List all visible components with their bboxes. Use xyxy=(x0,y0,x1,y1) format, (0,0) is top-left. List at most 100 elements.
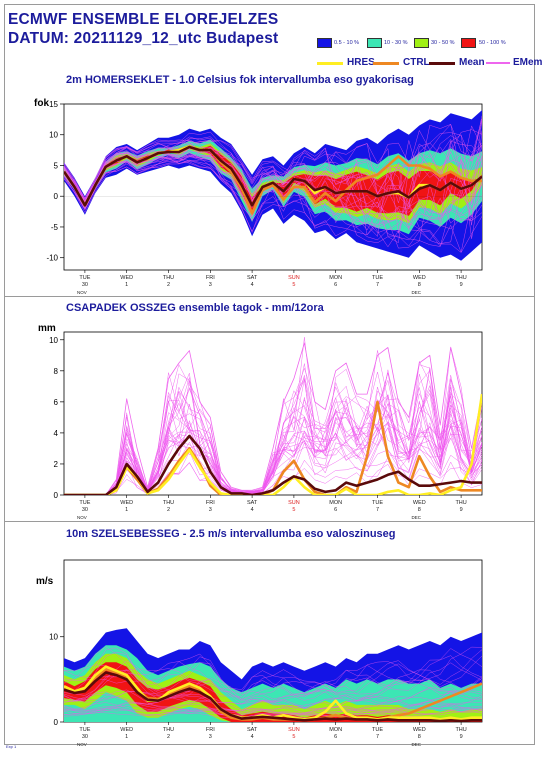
band-50-100- xyxy=(64,145,482,216)
x-date-label: 9 xyxy=(460,734,463,740)
ensemble-member-line xyxy=(64,669,482,704)
page-subtitle: DATUM: 20211129_12_utc Budapest xyxy=(8,30,279,47)
ensemble-member-line xyxy=(64,705,482,716)
ensemble-member-line xyxy=(64,392,482,495)
legend-swatch-range-2 xyxy=(367,38,382,48)
x-date-label: 7 xyxy=(376,734,379,740)
ensemble-member-line xyxy=(64,135,482,234)
x-month-label: DEC xyxy=(412,742,422,747)
x-day-label: TUE xyxy=(372,727,383,733)
temp-panel-title: 2m HOMERSEKLET - 1.0 Celsius fok interva… xyxy=(66,74,414,86)
y-tick-label: 10 xyxy=(49,336,58,345)
ensemble-member-line xyxy=(64,662,482,701)
x-day-label: MON xyxy=(329,500,342,506)
x-day-label: THU xyxy=(163,500,174,506)
ensemble-member-line xyxy=(64,369,482,495)
series-line-mean xyxy=(64,671,482,722)
ensemble-member-line xyxy=(64,703,482,715)
x-day-label: WED xyxy=(120,275,133,281)
legend-line-mean xyxy=(429,62,455,65)
x-date-label: 9 xyxy=(460,507,463,513)
series-line-mean xyxy=(64,145,482,207)
legend-swatch-range-3 xyxy=(414,38,429,48)
ensemble-member-line xyxy=(64,151,482,219)
ensemble-member-line xyxy=(64,386,482,495)
x-date-label: 30 xyxy=(82,507,88,513)
chart-frame xyxy=(4,4,535,745)
x-day-label: THU xyxy=(163,275,174,281)
ensemble-member-line xyxy=(64,121,482,241)
legend-label-range-3: 30 - 50 % xyxy=(431,40,455,46)
ensemble-member-line xyxy=(64,390,482,495)
x-date-label: 6 xyxy=(334,734,337,740)
x-day-label: SUN xyxy=(288,727,300,733)
x-month-label: NOV xyxy=(77,515,87,520)
legend-label-mean: Mean xyxy=(459,57,485,68)
x-date-label: 7 xyxy=(376,507,379,513)
x-day-label: SAT xyxy=(247,727,258,733)
y-tick-label: 15 xyxy=(49,100,58,109)
x-date-label: 6 xyxy=(334,282,337,288)
x-day-label: SUN xyxy=(288,500,300,506)
x-date-label: 3 xyxy=(209,507,212,513)
x-date-label: 5 xyxy=(292,734,295,740)
legend-swatch-range-1 xyxy=(317,38,332,48)
x-date-label: 3 xyxy=(209,282,212,288)
ensemble-member-line xyxy=(64,395,482,495)
x-date-label: 4 xyxy=(251,282,254,288)
x-day-label: TUE xyxy=(79,727,90,733)
x-date-label: 1 xyxy=(125,507,128,513)
ensemble-member-line xyxy=(64,146,482,209)
y-tick-label: -5 xyxy=(51,223,59,232)
ensemble-member-line xyxy=(64,689,482,711)
ensemble-member-line xyxy=(64,669,482,705)
ensemble-member-line xyxy=(64,118,482,249)
x-day-label: WED xyxy=(120,727,133,733)
x-day-label: SUN xyxy=(288,275,300,281)
x-date-label: 6 xyxy=(334,507,337,513)
wind-panel-title: 10m SZELSEBESSEG - 2.5 m/s intervallumba… xyxy=(66,528,396,540)
panel-divider xyxy=(4,296,535,297)
legend-label-emem: EMem xyxy=(513,57,542,68)
x-date-label: 2 xyxy=(167,282,170,288)
legend-line-ctrl xyxy=(373,62,399,65)
y-tick-label: 0 xyxy=(54,491,59,500)
y-tick-label: 0 xyxy=(54,192,59,201)
wind-unit-label: m/s xyxy=(36,576,54,587)
ensemble-member-line xyxy=(64,146,482,217)
legend-label-ctrl: CTRL xyxy=(403,57,430,68)
x-date-label: 3 xyxy=(209,734,212,740)
y-tick-label: 2 xyxy=(54,460,59,469)
legend-line-emem xyxy=(486,62,510,64)
ensemble-member-line xyxy=(64,710,482,719)
x-day-label: FRI xyxy=(206,275,215,281)
x-day-label: TUE xyxy=(79,500,90,506)
legend-label-hres: HRES xyxy=(347,57,375,68)
legend-label-range-4: 50 - 100 % xyxy=(479,40,506,46)
ensemble-member-line xyxy=(64,646,482,700)
y-tick-label: 10 xyxy=(49,633,58,642)
version-label: Exp 1 xyxy=(6,744,17,749)
x-day-label: THU xyxy=(163,727,174,733)
x-date-label: 30 xyxy=(82,734,88,740)
legend-line-hres xyxy=(317,62,343,65)
legend-label-range-1: 0.5 - 10 % xyxy=(334,40,360,46)
x-date-label: 7 xyxy=(376,282,379,288)
ensemble-member-line xyxy=(64,143,482,244)
plot-content xyxy=(64,628,482,722)
x-day-label: THU xyxy=(455,727,466,733)
series-line-max xyxy=(64,342,482,495)
ensemble-member-line xyxy=(64,145,482,222)
panel-divider xyxy=(4,521,535,522)
x-date-label: 8 xyxy=(418,282,421,288)
y-tick-label: 8 xyxy=(54,367,59,376)
ensemble-member-line xyxy=(64,400,482,495)
x-month-label: NOV xyxy=(77,742,87,747)
x-month-label: DEC xyxy=(412,290,422,295)
x-date-label: 30 xyxy=(82,282,88,288)
ensemble-member-line xyxy=(64,143,482,218)
x-day-label: MON xyxy=(329,275,342,281)
ensemble-member-line xyxy=(64,689,482,712)
x-date-label: 5 xyxy=(292,507,295,513)
x-day-label: THU xyxy=(455,500,466,506)
